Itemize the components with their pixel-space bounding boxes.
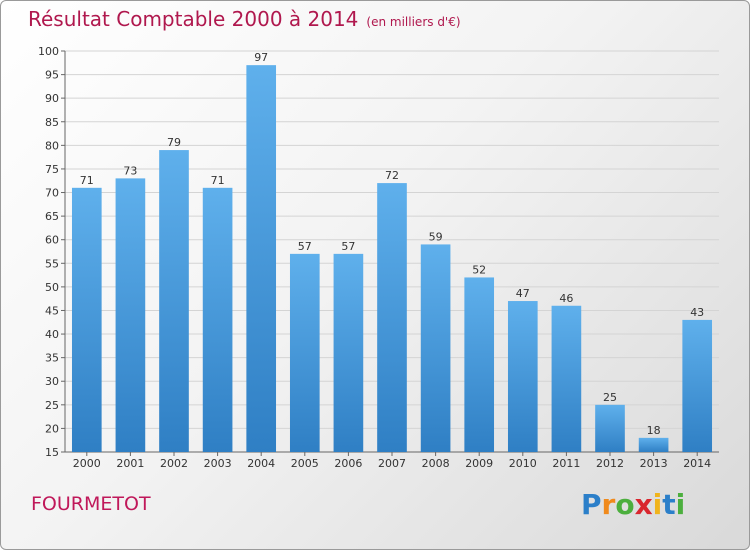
logo-letter: x	[634, 488, 653, 521]
y-tick-label: 20	[45, 422, 59, 435]
data-label-2001: 73	[123, 164, 137, 177]
x-tick-label: 2012	[596, 457, 624, 470]
bar-2013	[638, 437, 669, 452]
x-tick-label: 2008	[422, 457, 450, 470]
bar-2001	[115, 178, 146, 452]
logo-letter: o	[615, 488, 635, 521]
chart-title: Résultat Comptable 2000 à 2014 (en millie…	[28, 7, 461, 31]
data-label-2002: 79	[167, 136, 181, 149]
x-tick-label: 2001	[116, 457, 144, 470]
data-label-2003: 71	[211, 174, 225, 187]
place-name: FOURMETOT	[31, 493, 151, 515]
y-tick-label: 80	[45, 139, 59, 152]
y-tick-label: 90	[45, 92, 59, 105]
data-label-2011: 46	[559, 292, 573, 305]
x-tick-label: 2002	[160, 457, 188, 470]
x-tick-label: 2011	[552, 457, 580, 470]
y-tick-label: 40	[45, 328, 59, 341]
x-tick-label: 2003	[204, 457, 232, 470]
logo-letter: r	[601, 488, 616, 521]
chart-subtitle: (en milliers d'€)	[366, 15, 461, 29]
data-label-2007: 72	[385, 169, 399, 182]
bar-2000	[71, 187, 102, 452]
bar-2002	[159, 150, 189, 452]
y-tick-label: 55	[45, 257, 59, 270]
x-tick-label: 2006	[334, 457, 362, 470]
y-tick-label: 70	[45, 187, 59, 200]
bar-2012	[595, 404, 625, 452]
bar-2006	[333, 253, 364, 452]
data-label-2010: 47	[516, 287, 530, 300]
x-tick-label: 2014	[683, 457, 711, 470]
data-label-2012: 25	[603, 391, 617, 404]
x-tick-label: 2010	[509, 457, 537, 470]
logo-letter: i	[652, 488, 663, 521]
bars	[71, 65, 713, 452]
x-tick-label: 2007	[378, 457, 406, 470]
y-tick-label: 75	[45, 163, 59, 176]
data-label-2013: 18	[647, 424, 661, 437]
y-tick-label: 65	[45, 210, 59, 223]
data-label-2000: 71	[80, 174, 94, 187]
proxiti-logo[interactable]: Proxiti	[581, 488, 685, 521]
data-label-2009: 52	[472, 263, 486, 276]
data-label-2006: 57	[341, 240, 355, 253]
y-tick-label: 30	[45, 375, 59, 388]
y-tick-label: 25	[45, 399, 59, 412]
bar-2003	[202, 187, 233, 452]
bar-2008	[420, 244, 451, 452]
data-label-2005: 57	[298, 240, 312, 253]
y-tick-label: 35	[45, 352, 59, 365]
data-label-2008: 59	[429, 230, 443, 243]
chart-title-text: Résultat Comptable 2000 à 2014	[28, 7, 359, 31]
bar-2004	[246, 65, 277, 452]
data-label-2004: 97	[254, 51, 268, 64]
bar-2005	[289, 253, 320, 452]
y-tick-label: 15	[45, 446, 59, 459]
logo-letter: i	[675, 488, 686, 521]
y-tick-label: 50	[45, 281, 59, 294]
y-tick-label: 85	[45, 116, 59, 129]
y-tick-label: 95	[45, 69, 59, 82]
bar-2009	[464, 277, 495, 452]
y-tick-label: 45	[45, 304, 59, 317]
x-tick-label: 2009	[465, 457, 493, 470]
x-tick-label: 2004	[247, 457, 275, 470]
logo-letter: P	[581, 488, 602, 521]
logo-letter: t	[662, 488, 676, 521]
data-label-2014: 43	[690, 306, 704, 319]
x-tick-label: 2005	[291, 457, 319, 470]
bar-2014	[682, 319, 713, 452]
bar-2007	[377, 183, 407, 452]
x-tick-label: 2013	[640, 457, 668, 470]
y-tick-label: 100	[38, 45, 59, 58]
bar-2010	[507, 301, 538, 452]
labels: 15 20 25 30 35 40 45 50 55 60 65 70 75 80 85 90 95 100 71 2…	[38, 45, 711, 470]
x-tick-label: 2000	[73, 457, 101, 470]
bar-2011	[551, 305, 582, 452]
y-tick-label: 60	[45, 234, 59, 247]
